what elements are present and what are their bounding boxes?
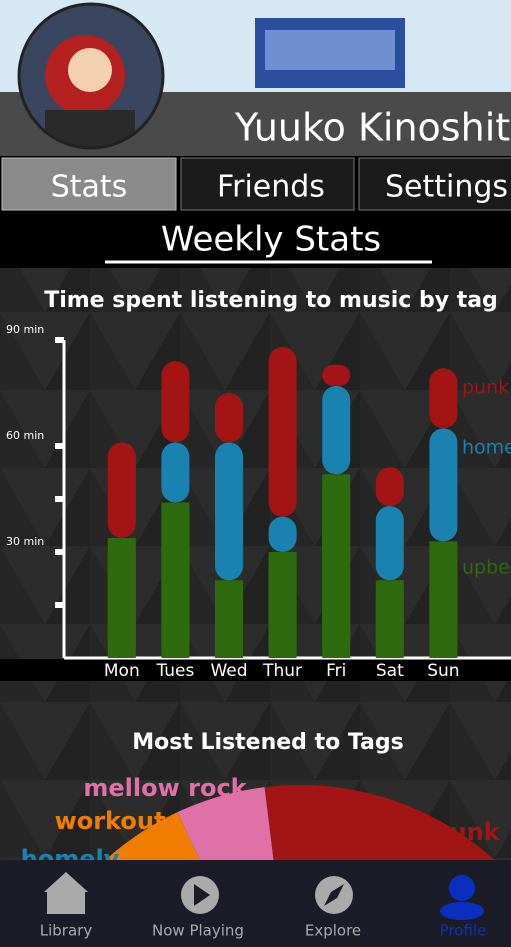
now-playing-icon[interactable] bbox=[194, 884, 210, 906]
bar-segment bbox=[107, 442, 136, 538]
bar-segment bbox=[429, 368, 458, 429]
profile-icon[interactable] bbox=[449, 875, 475, 901]
bar-base bbox=[215, 580, 243, 658]
x-tick-label: Sat bbox=[376, 661, 404, 681]
tab-label[interactable]: Stats bbox=[51, 170, 128, 205]
x-tick-label: Thur bbox=[262, 661, 302, 681]
y-minor-tick bbox=[55, 496, 64, 502]
bar-segment bbox=[268, 347, 297, 517]
y-tick-label: 60 min bbox=[6, 429, 44, 442]
tab[interactable] bbox=[180, 157, 355, 211]
chart-title: Most Listened to Tags bbox=[132, 730, 404, 755]
nav-bar bbox=[0, 860, 511, 947]
bar-segment bbox=[161, 361, 190, 443]
bar-segment bbox=[268, 516, 297, 552]
nav-label[interactable]: Explore bbox=[305, 922, 361, 940]
bar-base bbox=[322, 474, 351, 658]
tab[interactable] bbox=[358, 157, 511, 211]
section-title: Weekly Stats bbox=[161, 220, 381, 260]
pie-label: punk bbox=[432, 818, 500, 846]
y-tick bbox=[55, 549, 64, 555]
bar-segment bbox=[322, 364, 351, 386]
nav-label[interactable]: Library bbox=[40, 922, 93, 940]
legend-label: punk bbox=[462, 377, 509, 399]
y-tick-label: 90 min bbox=[6, 323, 44, 336]
nav-label[interactable]: Now Playing bbox=[152, 922, 244, 940]
x-tick-label: Mon bbox=[104, 661, 140, 681]
chart-title: Time spent listening to music by tag bbox=[44, 288, 498, 313]
tab-label[interactable]: Friends bbox=[217, 170, 325, 205]
y-tick bbox=[55, 443, 64, 449]
pie-label: mellow rock bbox=[83, 774, 247, 802]
bar-segment bbox=[215, 442, 243, 581]
x-tick-label: Wed bbox=[210, 661, 247, 681]
avatar bbox=[19, 4, 163, 148]
bar-base bbox=[107, 537, 136, 658]
banner-window bbox=[265, 30, 395, 70]
tab-label[interactable]: Settings bbox=[385, 170, 508, 205]
bar-base bbox=[161, 502, 190, 658]
pie-label: workout bbox=[55, 807, 166, 835]
legend-label: upbeat bbox=[462, 557, 511, 579]
x-tick-label: Fri bbox=[326, 661, 346, 681]
avatar-frame bbox=[17, 2, 165, 150]
tab-active[interactable] bbox=[1, 157, 177, 211]
legend-label: homely bbox=[462, 437, 511, 459]
nav-label[interactable]: Profile bbox=[440, 922, 487, 940]
bar-segment bbox=[161, 442, 190, 503]
bar-segment bbox=[375, 467, 404, 507]
section-band bbox=[0, 212, 511, 268]
x-tick-label: Tues bbox=[155, 661, 194, 681]
bottom-nav: Library Now Playing Explore Profile bbox=[0, 860, 511, 947]
bar-segment bbox=[322, 385, 351, 475]
profile-icon[interactable] bbox=[440, 902, 484, 920]
y-minor-tick bbox=[55, 602, 64, 608]
user-name: Yuuko Kinoshita bbox=[234, 106, 511, 150]
bar-base bbox=[375, 580, 404, 658]
library-icon[interactable] bbox=[47, 892, 85, 914]
y-tick bbox=[55, 337, 64, 343]
x-tick-label: Sun bbox=[427, 661, 459, 681]
library-icon[interactable] bbox=[44, 872, 88, 892]
bar-segment bbox=[429, 428, 458, 542]
bar-base bbox=[268, 552, 297, 658]
bar-segment bbox=[215, 393, 243, 443]
x-label-band bbox=[0, 659, 511, 681]
y-tick-label: 30 min bbox=[6, 535, 44, 548]
bar-base bbox=[429, 541, 458, 658]
explore-icon[interactable] bbox=[324, 884, 344, 906]
bar-segment bbox=[375, 506, 404, 581]
